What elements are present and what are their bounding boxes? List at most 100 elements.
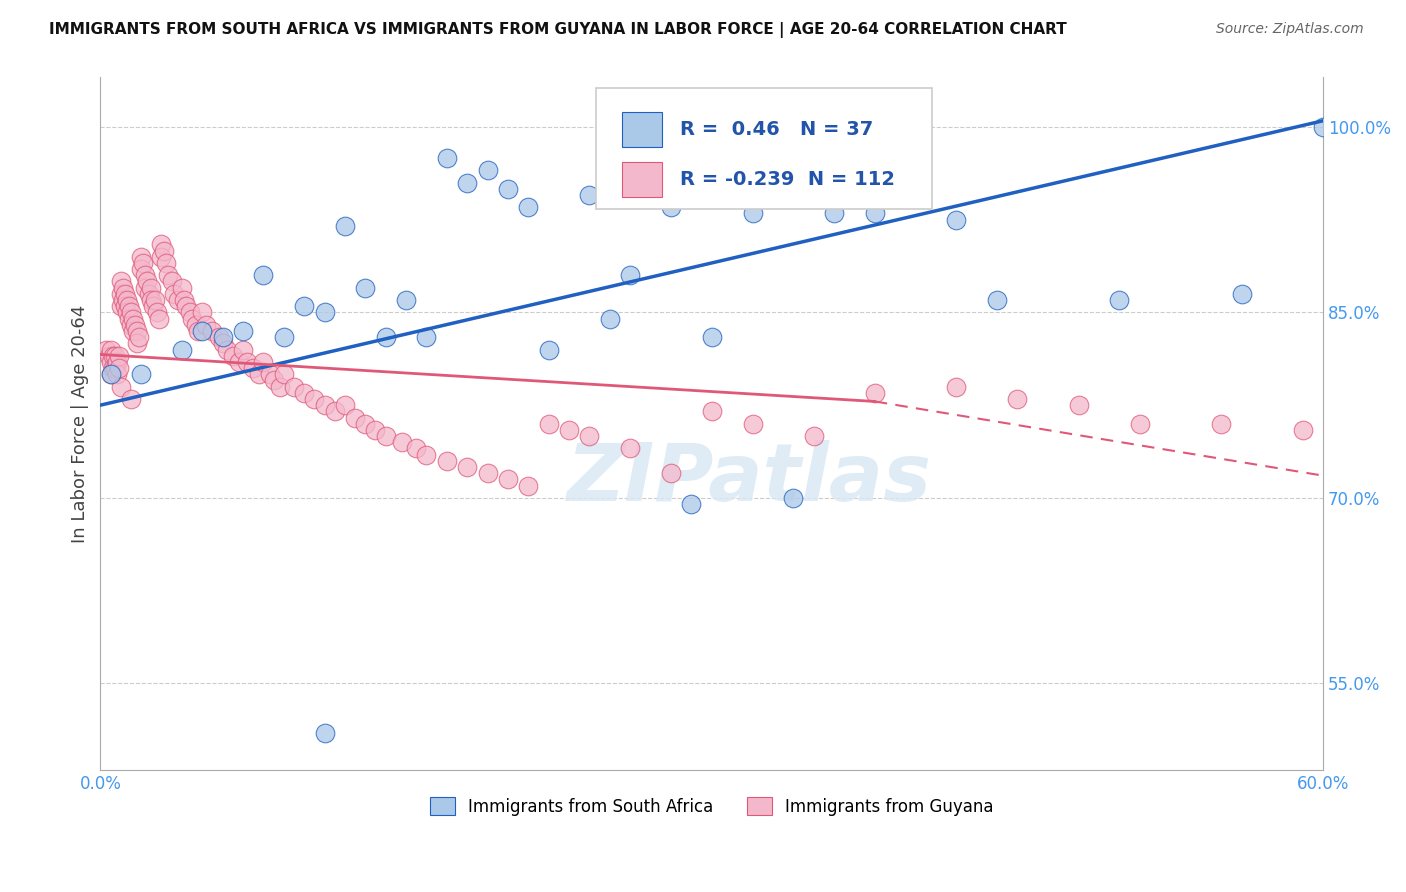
Point: [477, 163, 499, 178]
Point: [104, 349, 127, 363]
Point: [1129, 417, 1152, 431]
Point: [110, 379, 132, 393]
Point: [107, 361, 129, 376]
Legend: Immigrants from South Africa, Immigrants from Guyana: Immigrants from South Africa, Immigrants…: [422, 789, 1002, 824]
Point: [578, 188, 600, 202]
Text: R =  0.46   N = 37: R = 0.46 N = 37: [681, 120, 873, 139]
Point: [148, 311, 170, 326]
Point: [120, 305, 142, 319]
Point: [114, 299, 136, 313]
Point: [152, 244, 174, 258]
Point: [364, 423, 387, 437]
Point: [558, 423, 581, 437]
Y-axis label: In Labor Force | Age 20-64: In Labor Force | Age 20-64: [72, 304, 89, 543]
Point: [477, 466, 499, 480]
Point: [252, 355, 274, 369]
Point: [1108, 293, 1130, 307]
Point: [150, 237, 173, 252]
Point: [415, 330, 437, 344]
Point: [191, 305, 214, 319]
Point: [314, 398, 336, 412]
Point: [314, 726, 336, 740]
Point: [863, 385, 886, 400]
Point: [187, 324, 209, 338]
Point: [134, 268, 156, 283]
Point: [118, 311, 141, 326]
Point: [782, 491, 804, 505]
Point: [304, 392, 326, 406]
Point: [599, 311, 621, 326]
Point: [129, 250, 152, 264]
Text: ZIPatlas: ZIPatlas: [567, 440, 931, 518]
Point: [111, 293, 134, 307]
Point: [391, 435, 413, 450]
Point: [146, 305, 169, 319]
Point: [333, 219, 356, 233]
Point: [129, 262, 152, 277]
Point: [659, 200, 682, 214]
Point: [101, 349, 124, 363]
Point: [163, 286, 186, 301]
Point: [659, 466, 682, 480]
Point: [263, 373, 285, 387]
Point: [242, 361, 264, 376]
Point: [115, 305, 138, 319]
Point: [141, 281, 163, 295]
Point: [741, 206, 763, 220]
Point: [111, 281, 134, 295]
Point: [96, 343, 118, 357]
Point: [170, 281, 193, 295]
Point: [292, 385, 315, 400]
Point: [517, 478, 540, 492]
Point: [166, 293, 188, 307]
Point: [100, 343, 122, 357]
Point: [700, 404, 723, 418]
Point: [314, 305, 336, 319]
Point: [415, 448, 437, 462]
Point: [150, 250, 173, 264]
Point: [537, 343, 560, 357]
Point: [114, 286, 136, 301]
Point: [184, 318, 207, 332]
Point: [105, 368, 128, 382]
Point: [700, 330, 723, 344]
Point: [228, 355, 250, 369]
Point: [128, 330, 150, 344]
Point: [97, 349, 120, 363]
Point: [125, 324, 148, 338]
Point: [283, 379, 305, 393]
Point: [105, 355, 128, 369]
Point: [100, 368, 122, 382]
Point: [115, 293, 138, 307]
Point: [201, 324, 224, 338]
Point: [578, 429, 600, 443]
Point: [232, 324, 254, 338]
Point: [222, 349, 245, 363]
Point: [1211, 417, 1233, 431]
Point: [374, 330, 396, 344]
Point: [1230, 286, 1253, 301]
Point: [179, 305, 201, 319]
Point: [120, 392, 142, 406]
Point: [100, 368, 122, 382]
Point: [155, 256, 177, 270]
Point: [138, 286, 160, 301]
Point: [517, 200, 540, 214]
Point: [496, 472, 519, 486]
Point: [125, 336, 148, 351]
Text: IMMIGRANTS FROM SOUTH AFRICA VS IMMIGRANTS FROM GUYANA IN LABOR FORCE | AGE 20-6: IMMIGRANTS FROM SOUTH AFRICA VS IMMIGRAN…: [49, 22, 1067, 38]
Point: [170, 343, 193, 357]
Point: [191, 324, 214, 338]
Point: [986, 293, 1008, 307]
Point: [104, 361, 127, 376]
Point: [145, 293, 167, 307]
Point: [945, 379, 967, 393]
Point: [537, 417, 560, 431]
Point: [118, 299, 141, 313]
Point: [160, 275, 183, 289]
Point: [101, 361, 124, 376]
Point: [354, 281, 377, 295]
Point: [619, 442, 641, 456]
Point: [273, 330, 295, 344]
Point: [252, 268, 274, 283]
